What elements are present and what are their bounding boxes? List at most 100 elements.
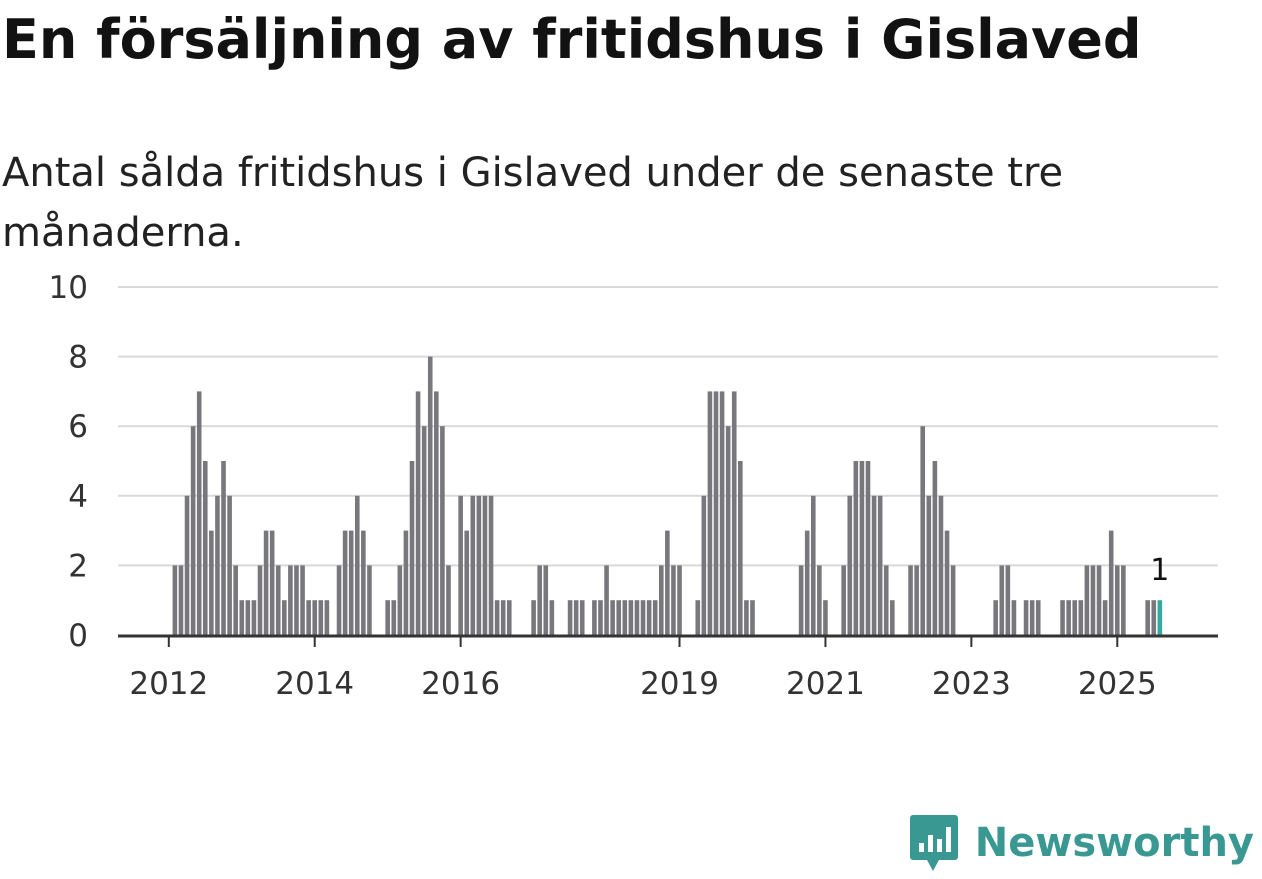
- bar: [877, 495, 883, 635]
- bar: [750, 600, 755, 635]
- bar: [275, 565, 281, 635]
- bar: [239, 600, 245, 635]
- bar: [1151, 600, 1157, 635]
- bar-labels: 1: [1150, 553, 1169, 588]
- bar: [300, 565, 305, 635]
- bar: [604, 565, 609, 635]
- bar: [1102, 600, 1108, 635]
- bar: [865, 461, 871, 635]
- bar: [725, 426, 731, 635]
- bar: [579, 600, 585, 635]
- y-tick-label: 6: [68, 409, 88, 445]
- x-tick-label: 2014: [275, 666, 354, 702]
- bar: [476, 495, 482, 635]
- bar: [196, 391, 202, 635]
- bar: [488, 495, 494, 635]
- bar: [1060, 600, 1065, 635]
- bar: [257, 565, 263, 635]
- bar: [482, 495, 488, 635]
- bar: [1114, 565, 1120, 635]
- bar: [598, 600, 603, 635]
- bar: [1121, 565, 1126, 635]
- bar: [178, 565, 184, 635]
- bar: [391, 600, 397, 635]
- x-tick-label: 2016: [421, 666, 500, 702]
- bar: [537, 565, 542, 635]
- bar: [440, 426, 445, 635]
- bar: [622, 600, 628, 635]
- bar: [427, 356, 433, 635]
- bar: [804, 530, 810, 635]
- bar: [543, 565, 549, 635]
- bar: [859, 461, 865, 635]
- bar: [1090, 565, 1096, 635]
- bar: [926, 495, 932, 635]
- bar: [385, 600, 390, 635]
- bar: [999, 565, 1005, 635]
- bar: [573, 600, 579, 635]
- bar: [1072, 600, 1078, 635]
- bar: [1035, 600, 1041, 635]
- brand-name: Newsworthy: [974, 820, 1254, 866]
- bar: [1005, 565, 1011, 635]
- bar: [269, 530, 275, 635]
- gridlines: [118, 286, 1218, 567]
- bar: [738, 461, 743, 635]
- x-tick-label: 2025: [1078, 666, 1157, 702]
- bar: [1145, 600, 1150, 635]
- chart-subtitle: Antal sålda fritidshus i Gislaved under …: [2, 150, 1064, 256]
- bar: [348, 530, 354, 635]
- bar: [342, 530, 348, 635]
- bar: [409, 461, 415, 635]
- bar: [640, 600, 646, 635]
- y-tick-label: 4: [68, 479, 88, 515]
- bar: [908, 565, 913, 635]
- bar: [506, 600, 512, 635]
- bar: [209, 530, 214, 635]
- bar: [695, 600, 701, 635]
- x-axis-ticks: 2012 2014 2016 2019 2021 2023 2025: [129, 637, 1157, 702]
- bar: [1011, 600, 1017, 635]
- x-tick-label: 2019: [640, 666, 719, 702]
- bar: [628, 600, 634, 635]
- bar: [890, 600, 895, 635]
- bar: [470, 495, 476, 635]
- y-axis-ticks: 0 2 4 6 8 10: [49, 270, 88, 654]
- newsworthy-logo-icon: [909, 815, 958, 871]
- bar: [677, 565, 682, 635]
- bar: [810, 495, 816, 635]
- bar: [403, 530, 409, 635]
- bar: [500, 600, 506, 635]
- bar: [719, 391, 725, 635]
- bar: [938, 495, 944, 635]
- chart-title: En försäljning av fritidshus i Gislaved: [2, 8, 1142, 71]
- bar: [531, 600, 536, 635]
- y-tick-label: 0: [68, 618, 88, 654]
- bar: [950, 565, 956, 635]
- bar: [306, 600, 311, 635]
- x-tick-label: 2012: [129, 666, 208, 702]
- bar: [665, 530, 670, 635]
- bar: [227, 495, 232, 635]
- bar: [713, 391, 719, 635]
- bar: [731, 391, 737, 635]
- bar: [592, 600, 597, 635]
- bar: [871, 495, 877, 635]
- y-tick-label: 2: [68, 548, 88, 584]
- x-tick-label: 2023: [932, 666, 1011, 702]
- bar: [324, 600, 330, 635]
- bar: [847, 495, 853, 635]
- bar: [294, 565, 299, 635]
- bar: [282, 600, 287, 635]
- highlight-bar-label: 1: [1150, 553, 1169, 588]
- bar: [245, 600, 251, 635]
- y-tick-label: 10: [49, 270, 88, 306]
- bar: [920, 426, 926, 635]
- bar: [288, 565, 293, 635]
- bar: [318, 600, 324, 635]
- bar: [658, 565, 664, 635]
- bar: [883, 565, 889, 635]
- bar: [567, 600, 573, 635]
- bar: [817, 565, 822, 635]
